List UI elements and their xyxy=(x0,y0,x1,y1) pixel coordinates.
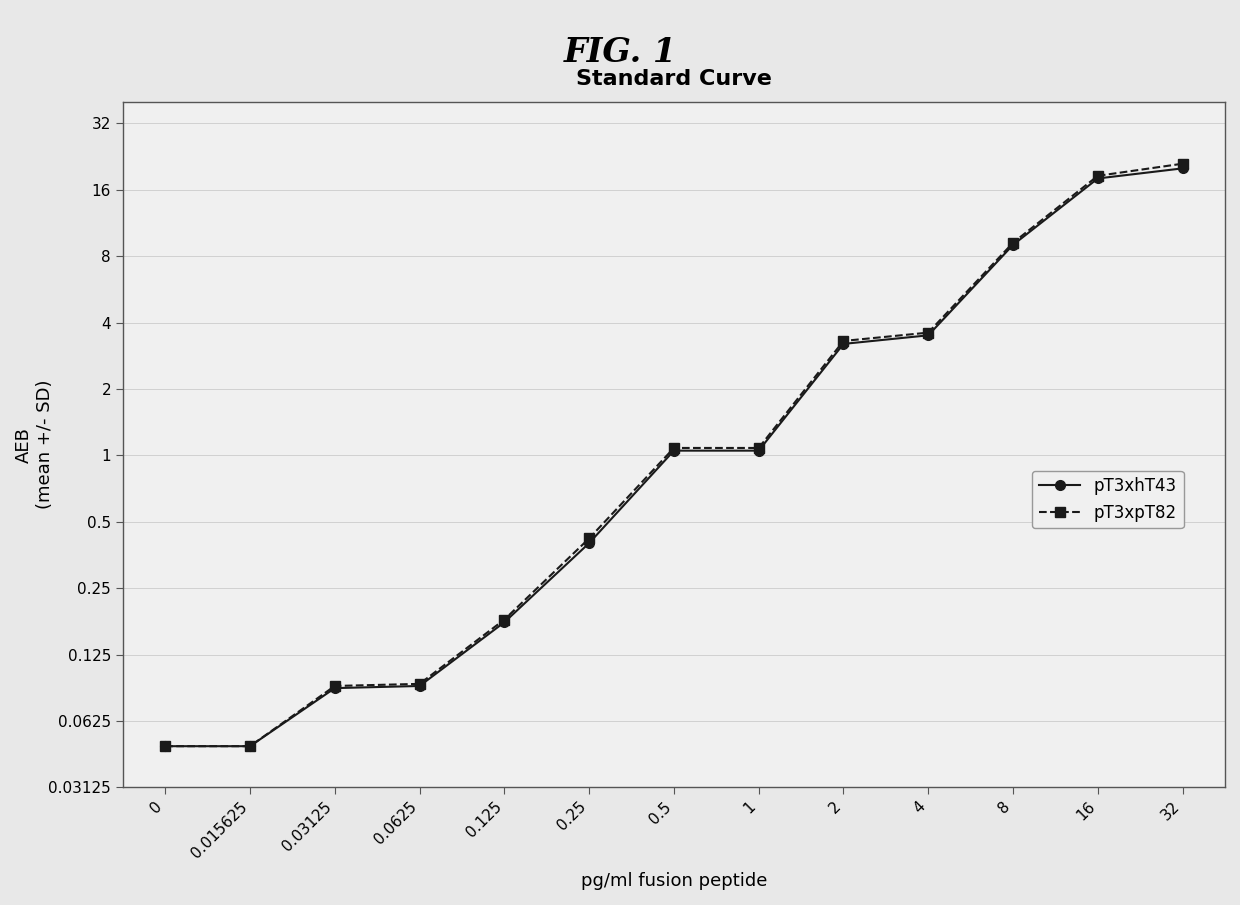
Line: pT3xpT82: pT3xpT82 xyxy=(160,159,1188,751)
pT3xpT82 xyxy=(1090,170,1105,181)
pT3xhT43 xyxy=(1006,240,1021,251)
pT3xpT82 xyxy=(836,336,851,347)
pT3xpT82 xyxy=(751,443,766,453)
pT3xpT82 xyxy=(921,328,936,338)
pT3xpT82 xyxy=(157,741,172,752)
pT3xpT82 xyxy=(412,679,427,690)
pT3xpT82 xyxy=(666,443,681,453)
pT3xhT43 xyxy=(751,445,766,456)
pT3xpT82 xyxy=(327,681,342,691)
X-axis label: pg/ml fusion peptide: pg/ml fusion peptide xyxy=(580,872,768,890)
pT3xhT43 xyxy=(666,445,681,456)
Text: FIG. 1: FIG. 1 xyxy=(563,36,677,69)
pT3xhT43 xyxy=(921,330,936,341)
pT3xpT82 xyxy=(497,614,512,625)
pT3xhT43 xyxy=(1090,173,1105,184)
pT3xpT82 xyxy=(243,741,258,752)
pT3xpT82 xyxy=(1006,237,1021,248)
pT3xhT43 xyxy=(1176,163,1190,174)
pT3xhT43 xyxy=(327,682,342,693)
pT3xhT43 xyxy=(582,538,596,548)
pT3xhT43 xyxy=(836,338,851,349)
pT3xhT43 xyxy=(497,617,512,628)
pT3xhT43 xyxy=(243,741,258,752)
Title: Standard Curve: Standard Curve xyxy=(577,70,771,90)
pT3xhT43 xyxy=(412,681,427,691)
pT3xpT82 xyxy=(1176,158,1190,169)
pT3xpT82 xyxy=(582,533,596,544)
pT3xhT43 xyxy=(157,741,172,752)
Y-axis label: AEB
(mean +/- SD): AEB (mean +/- SD) xyxy=(15,380,53,510)
Line: pT3xhT43: pT3xhT43 xyxy=(160,164,1188,751)
Legend: pT3xhT43, pT3xpT82: pT3xhT43, pT3xpT82 xyxy=(1032,471,1184,529)
